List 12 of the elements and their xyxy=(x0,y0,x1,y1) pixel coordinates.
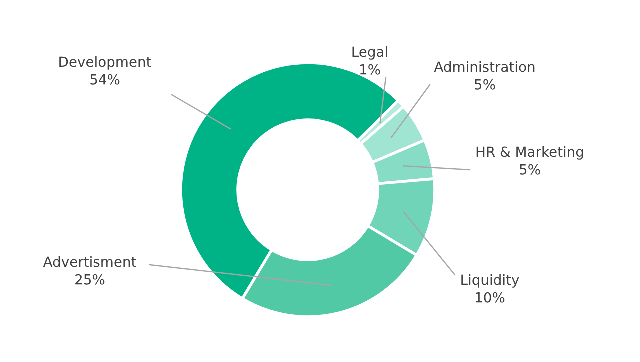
slice-label: Advertisment xyxy=(43,256,136,268)
slice-label: Administration xyxy=(434,61,535,72)
slice-label: HR & Marketing xyxy=(476,146,584,160)
slice-label: Legal xyxy=(352,46,388,60)
slice-label: Development xyxy=(60,56,152,70)
data-label: 5% xyxy=(475,79,496,90)
slice-label: Liquidity xyxy=(462,274,520,288)
data-label: 1% xyxy=(360,64,380,75)
data-label: 54% xyxy=(90,74,120,85)
data-label: 10% xyxy=(476,292,505,303)
data-label: 5% xyxy=(520,164,540,175)
data-label: 25% xyxy=(76,274,105,285)
